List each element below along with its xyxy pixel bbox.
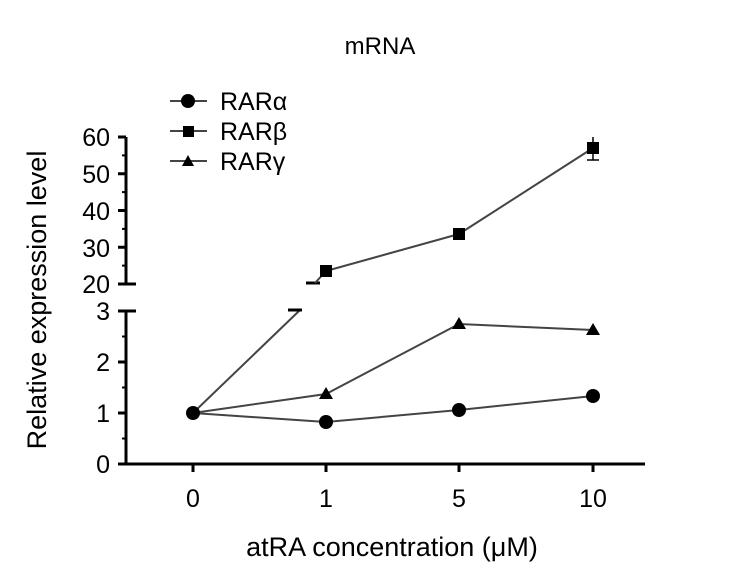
series-rar-alpha <box>192 395 594 424</box>
legend-item-rar-beta: RARβ <box>170 118 287 146</box>
triangle-marker-icon <box>182 155 194 166</box>
x-ticks: 0 1 5 10 <box>186 485 607 513</box>
series-rar-beta <box>192 137 599 414</box>
svg-text:5: 5 <box>452 485 466 513</box>
svg-text:3: 3 <box>96 298 110 326</box>
markers-rar-gamma <box>319 317 600 399</box>
y-axis-label: Relative expression level <box>22 151 52 450</box>
chart-title: mRNA <box>345 33 416 60</box>
svg-text:0: 0 <box>96 451 110 479</box>
y-ticks-upper: 60 50 40 30 20 <box>82 124 110 299</box>
y-ticks-lower: 3 2 1 0 <box>96 298 110 479</box>
markers-rar-alpha <box>186 389 600 429</box>
svg-text:50: 50 <box>82 161 110 189</box>
series-rar-gamma <box>192 322 594 414</box>
legend: RARα RARβ RARγ <box>170 88 287 176</box>
legend-item-rar-gamma: RARγ <box>170 148 286 176</box>
svg-text:RARβ: RARβ <box>220 118 287 146</box>
svg-text:20: 20 <box>82 271 110 299</box>
svg-text:0: 0 <box>186 485 200 513</box>
svg-text:2: 2 <box>96 349 110 377</box>
x-axis-label: atRA concentration (μM) <box>246 532 538 562</box>
svg-text:40: 40 <box>82 198 110 226</box>
svg-text:1: 1 <box>319 485 333 513</box>
svg-text:10: 10 <box>579 485 607 513</box>
y-axis-upper <box>118 135 136 286</box>
x-axis <box>118 462 645 472</box>
markers-rar-beta <box>320 142 599 277</box>
svg-text:60: 60 <box>82 124 110 152</box>
svg-text:1: 1 <box>96 400 110 428</box>
y-axis-lower <box>118 309 136 464</box>
square-marker-icon <box>183 126 194 137</box>
circle-marker-icon <box>181 94 195 108</box>
legend-item-rar-alpha: RARα <box>170 88 287 116</box>
svg-text:RARα: RARα <box>220 88 287 116</box>
svg-text:30: 30 <box>82 235 110 263</box>
svg-text:RARγ: RARγ <box>220 148 286 176</box>
